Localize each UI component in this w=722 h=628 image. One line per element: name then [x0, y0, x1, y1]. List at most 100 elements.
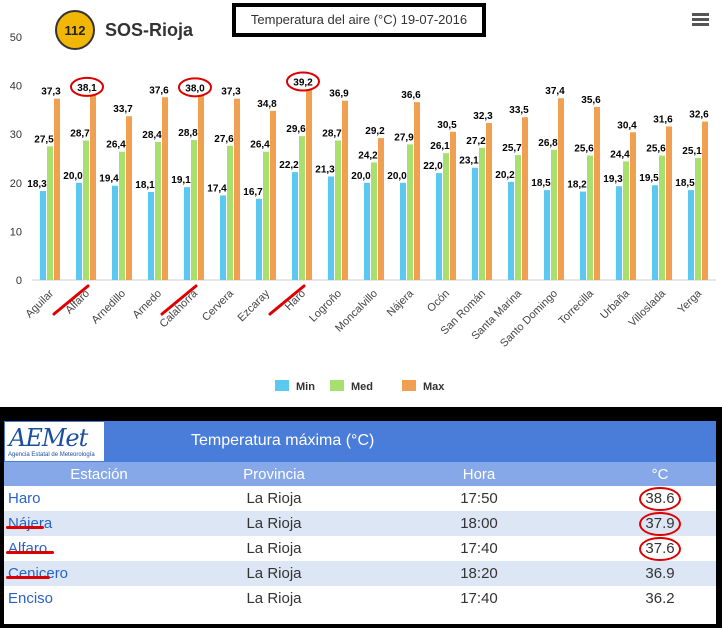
bar-med	[83, 140, 89, 280]
data-label-max: 37,6	[149, 85, 169, 96]
aemet-logo: AEMet Agencia Estatal de Meteorología	[5, 422, 104, 461]
data-label-max: 39,2	[293, 77, 313, 88]
x-tick-label: Ezcaray	[236, 287, 273, 324]
province-cell: La Rioja	[194, 511, 354, 536]
aemet-logo-subtitle: Agencia Estatal de Meteorología	[8, 452, 95, 458]
data-label-max: 37,3	[221, 87, 241, 98]
data-label-min: 18,1	[135, 180, 155, 191]
station-link[interactable]: Cenicero	[4, 561, 194, 586]
y-tick-label: 30	[10, 129, 22, 141]
bar-med	[227, 145, 233, 280]
table-title: Temperatura máxima (°C)	[191, 432, 375, 449]
data-label-min: 20,0	[63, 171, 83, 182]
x-tick-label: Arnedo	[131, 288, 165, 322]
x-tick-label: Logroño	[307, 288, 344, 325]
header-station: Estación	[4, 462, 194, 486]
data-label-max: 30,4	[617, 120, 637, 131]
logo-text: SOS-Rioja	[105, 20, 194, 40]
bar-min	[400, 182, 406, 280]
bar-min	[112, 185, 118, 280]
data-label-med: 28,7	[322, 129, 342, 140]
bar-med	[119, 151, 125, 280]
bar-med	[515, 155, 521, 280]
data-label-min: 18,2	[567, 180, 587, 191]
x-tick-label: Aguilar	[23, 287, 56, 320]
highlight-underline	[52, 284, 90, 316]
data-label-med: 28,8	[178, 128, 198, 139]
data-label-med: 25,1	[682, 146, 702, 157]
bar-max	[90, 94, 96, 280]
legend-label-min: Min	[296, 381, 315, 393]
data-label-med: 24,4	[610, 149, 630, 160]
station-link[interactable]: Nájera	[4, 511, 194, 536]
header-temp: °C	[604, 462, 716, 486]
bar-min	[688, 190, 694, 280]
bar-max	[198, 95, 204, 280]
highlight-circle	[70, 76, 104, 97]
temp-cell: 38.6	[604, 486, 716, 511]
y-tick-label: 20	[10, 178, 22, 190]
data-label-max: 37,3	[41, 87, 61, 98]
data-label-max: 34,8	[257, 99, 277, 110]
sos-rioja-logo: 112 SOS-Rioja	[55, 10, 205, 52]
station-link[interactable]: Haro	[8, 490, 41, 507]
bar-med	[587, 155, 593, 280]
y-tick-label: 0	[16, 275, 22, 287]
bar-med	[263, 151, 269, 280]
bar-min	[148, 192, 154, 280]
bar-min	[544, 190, 550, 280]
province-cell: La Rioja	[246, 590, 302, 607]
data-label-min: 22,2	[279, 160, 299, 171]
legend-swatch-min	[275, 380, 289, 391]
temp-highlight: 38.6	[639, 486, 681, 511]
temp-cell: 36.9	[604, 561, 716, 586]
data-label-min: 19,1	[171, 175, 191, 186]
data-label-min: 21,3	[315, 164, 335, 175]
data-label-max: 32,6	[689, 110, 709, 121]
temp-cell: 36.2	[645, 590, 675, 607]
bar-med	[659, 155, 665, 280]
bar-min	[184, 187, 190, 280]
table-row: Haro La Rioja 17:50 38.6	[4, 486, 716, 511]
aemet-header: AEMet Agencia Estatal de Meteorología Te…	[4, 421, 716, 462]
bar-max	[378, 138, 384, 280]
data-label-min: 20,2	[495, 170, 515, 181]
station-link[interactable]: Alfaro	[8, 540, 48, 557]
data-label-min: 16,7	[243, 187, 263, 198]
logo-badge: 112	[55, 10, 95, 50]
table-row: Nájera La Rioja 18:00 37.9	[4, 511, 716, 536]
station-link[interactable]: Enciso	[8, 590, 54, 607]
hour-cell: 17:50	[460, 490, 498, 507]
chart-title: Temperatura del aire (°C) 19-07-2016	[236, 7, 482, 33]
bar-med	[695, 158, 701, 280]
data-label-med: 26,8	[538, 138, 558, 149]
bar-max	[162, 97, 168, 280]
hour-cell: 17:40	[460, 540, 498, 557]
bar-max	[594, 106, 600, 280]
bar-max	[54, 98, 60, 280]
province-cell: La Rioja	[246, 540, 302, 557]
data-label-med: 24,2	[358, 150, 378, 161]
hamburger-menu-icon[interactable]	[692, 13, 709, 27]
data-label-min: 18,5	[531, 178, 551, 189]
x-tick-label: Urbaña	[598, 287, 633, 322]
temperature-bar-chart: 0 10 20 30 40 50 18,3 27,5 37,3 Aguilar 20,0 28,7 38…	[10, 32, 716, 393]
bar-min	[508, 181, 514, 280]
table-row: Enciso La Rioja 17:40 36.2	[4, 586, 716, 611]
data-label-max: 33,5	[509, 105, 529, 116]
data-label-med: 25,7	[502, 143, 522, 154]
bar-max	[126, 116, 132, 280]
data-label-max: 32,3	[473, 111, 493, 122]
bar-max	[558, 98, 564, 281]
bar-med	[443, 153, 449, 280]
data-label-max: 38,0	[185, 83, 205, 94]
data-label-max: 38,1	[77, 83, 97, 94]
aemet-panel: AEMet Agencia Estatal de Meteorología Te…	[4, 421, 716, 624]
bar-min	[652, 185, 658, 280]
bar-med	[371, 162, 377, 280]
bar-med	[551, 149, 557, 280]
data-label-min: 20,0	[387, 171, 407, 182]
data-label-max: 33,7	[113, 104, 133, 115]
data-label-med: 28,7	[70, 129, 90, 140]
bar-max	[414, 102, 420, 281]
